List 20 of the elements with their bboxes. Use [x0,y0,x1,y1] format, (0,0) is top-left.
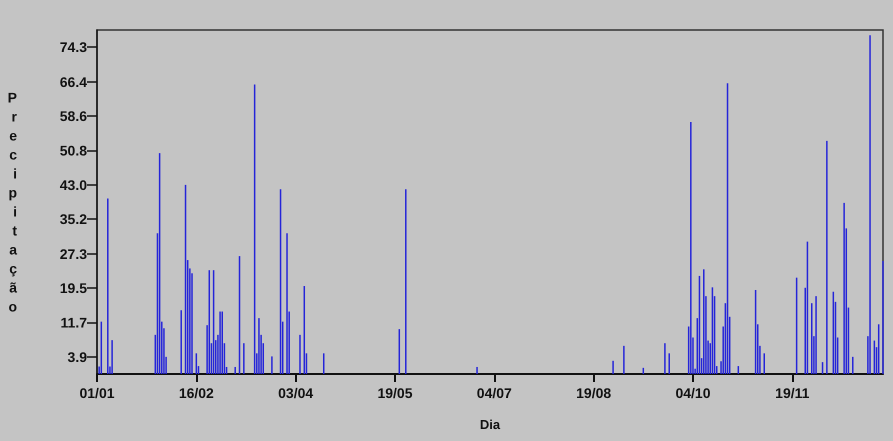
y-tick-label: 19.5 [60,280,88,296]
x-tick-label: 01/01 [79,385,115,401]
x-axis-title: Dia [480,417,501,432]
x-tick-label: 19/08 [576,385,612,401]
x-tick-label: 19/11 [775,385,810,401]
x-tick-label: 16/02 [178,385,214,401]
text: Precipitação [8,90,17,314]
y-tick-label: 43.0 [60,176,88,193]
y-tick-label: 50.8 [60,142,88,159]
x-tick-label: 04/10 [675,385,711,401]
y-tick-label: 27.3 [60,246,88,262]
y-tick-label: 3.9 [68,348,88,365]
y-tick-label: 35.2 [60,211,88,228]
y-tick-label: 74.3 [60,39,88,56]
x-tick-label: 04/07 [476,385,512,401]
y-tick-label: 58.6 [60,108,88,124]
y-tick-label: 66.4 [60,74,88,90]
x-tick-label: 19/05 [377,385,413,401]
y-tick-label: 11.7 [60,314,88,331]
x-tick-label: 03/04 [278,385,314,401]
